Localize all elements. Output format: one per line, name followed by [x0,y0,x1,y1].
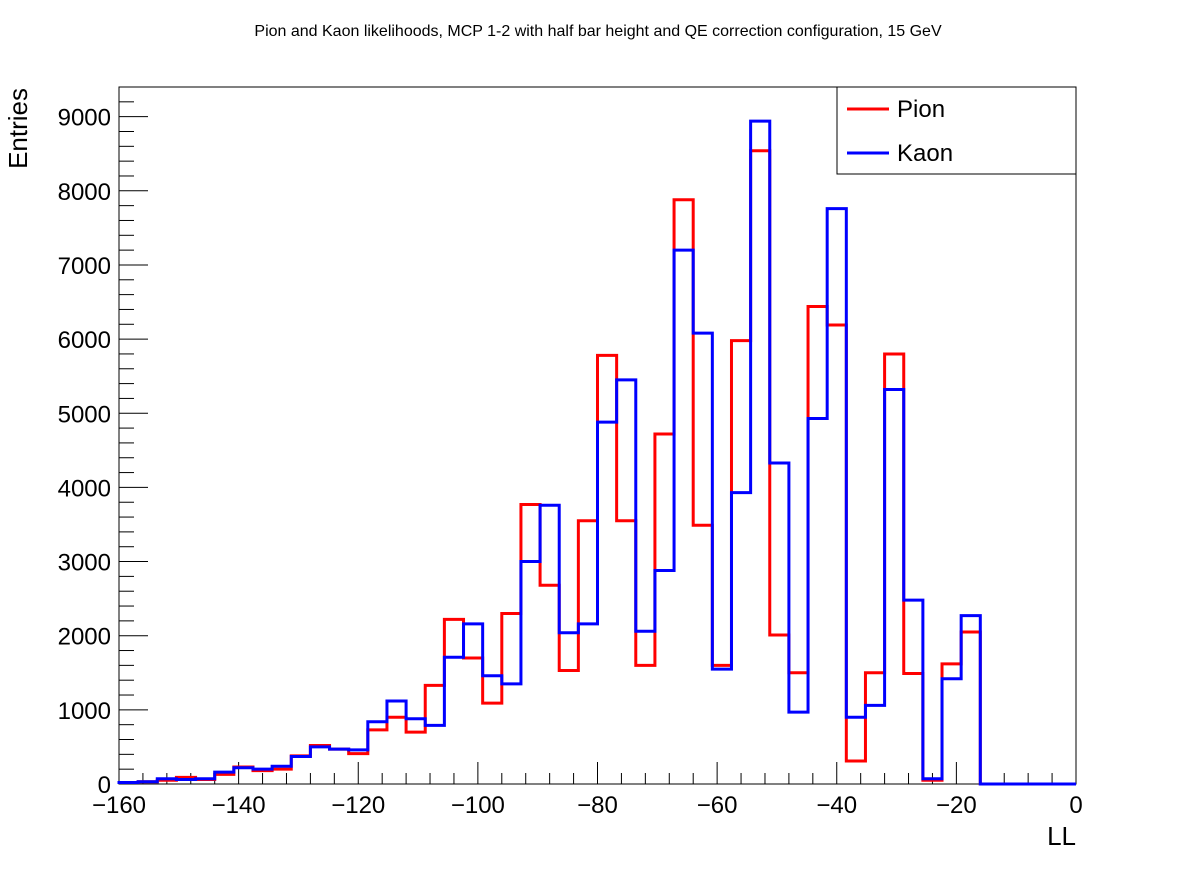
x-tick-label: 0 [1069,792,1082,819]
legend: Pion Kaon [836,86,1077,175]
x-tick-label: −20 [936,792,977,819]
y-tick-label: 8000 [58,179,111,206]
legend-label-kaon: Kaon [897,140,953,167]
chart-title: Pion and Kaon likelihoods, MCP 1-2 with … [254,23,942,40]
y-tick-label: 5000 [58,401,111,428]
y-tick-label: 0 [98,772,111,799]
y-tick-label: 1000 [58,698,111,725]
legend-box [836,86,1077,175]
y-axis: 0 1000 2000 3000 4000 5000 6000 7000 8000 9000 [58,86,148,799]
series-layer [117,119,1076,786]
x-axis: −160 −140 −120 −100 −80 −60 −40 −20 0 [92,762,1083,819]
x-tick-label: −140 [212,792,266,819]
y-tick-label: 4000 [58,475,111,502]
x-tick-label: −80 [577,792,618,819]
x-tick-label: −40 [816,792,857,819]
legend-label-pion: Pion [897,96,945,123]
y-tick-label: 2000 [58,624,111,651]
x-axis-label: LL [1047,821,1076,851]
y-tick-label: 3000 [58,550,111,577]
x-tick-label: −60 [697,792,738,819]
y-tick-label: 7000 [58,253,111,280]
x-tick-label: −100 [451,792,505,819]
series-line-kaon [117,119,1076,786]
y-axis-label: Entries [3,88,33,169]
y-tick-label: 6000 [58,327,111,354]
y-tick-label: 9000 [58,105,111,132]
x-tick-label: −160 [92,792,146,819]
x-tick-label: −120 [331,792,385,819]
